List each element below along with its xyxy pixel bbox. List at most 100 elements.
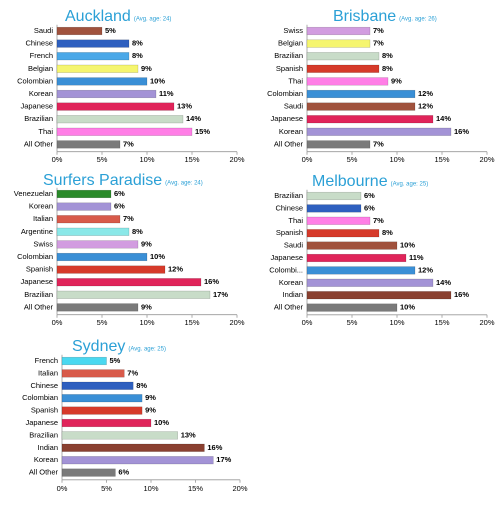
bar: [306, 266, 416, 275]
value-label: 6%: [364, 203, 375, 212]
bar: [306, 303, 398, 312]
category-label: All Other: [29, 468, 59, 477]
bar: [56, 77, 148, 86]
bar: [56, 202, 112, 211]
value-label: 10%: [154, 418, 169, 427]
category-label: Japanese: [20, 277, 53, 286]
category-label: Japanese: [25, 418, 58, 427]
chart-subtitle: (Avg. age: 24): [134, 17, 172, 23]
bar: [56, 89, 157, 99]
bar: [56, 278, 202, 287]
category-label: Korean: [29, 89, 53, 98]
value-label: 5%: [105, 26, 116, 35]
category-label: French: [30, 51, 53, 60]
value-label: 6%: [114, 202, 125, 211]
chart-subtitle: (Avg. age: 24): [165, 181, 203, 187]
category-label: Chinese: [25, 39, 53, 48]
bar: [306, 191, 362, 201]
bar: [61, 369, 125, 378]
chart-subtitle: (Avg. age: 26): [399, 17, 437, 23]
category-label: Japanese: [20, 102, 53, 111]
x-tick-label: 0%: [52, 155, 63, 164]
x-tick-label: 10%: [139, 155, 154, 164]
value-label: 6%: [114, 189, 125, 198]
chart-title: Surfers Paradise: [43, 172, 162, 189]
bar: [306, 216, 371, 225]
chart-title: Brisbane: [333, 8, 396, 25]
x-tick-label: 5%: [347, 155, 358, 164]
category-label: Spanish: [276, 64, 303, 73]
bar: [61, 394, 143, 403]
value-label: 8%: [382, 51, 393, 60]
value-label: 13%: [177, 102, 192, 111]
value-label: 7%: [373, 216, 384, 225]
bar: [56, 290, 211, 299]
value-label: 16%: [207, 443, 222, 452]
bar: [306, 127, 452, 136]
value-label: 8%: [382, 228, 393, 237]
x-tick-label: 15%: [434, 318, 449, 327]
category-label: All Other: [24, 302, 54, 311]
bar: [306, 26, 371, 36]
value-label: 17%: [216, 455, 231, 464]
x-tick-label: 5%: [97, 155, 108, 164]
value-label: 7%: [127, 368, 138, 377]
bar: [56, 115, 184, 124]
value-label: 16%: [454, 290, 469, 299]
category-label: All Other: [274, 303, 304, 312]
value-label: 6%: [364, 191, 375, 200]
x-tick-label: 0%: [302, 155, 313, 164]
x-tick-label: 0%: [57, 484, 68, 493]
category-label: Argentine: [21, 227, 53, 236]
value-label: 8%: [132, 39, 143, 48]
category-label: Brazilian: [29, 430, 58, 439]
bar: [306, 64, 380, 73]
value-label: 8%: [382, 64, 393, 73]
bar: [56, 265, 166, 274]
category-label: Spanish: [276, 228, 303, 237]
x-tick-label: 5%: [97, 318, 108, 327]
category-label: Chinese: [275, 203, 303, 212]
bar: [306, 39, 371, 48]
value-label: 8%: [136, 381, 147, 390]
category-label: Colombian: [17, 252, 53, 261]
x-tick-label: 20%: [479, 318, 494, 327]
value-label: 10%: [400, 303, 415, 312]
category-label: Japanese: [270, 114, 303, 123]
x-tick-label: 15%: [184, 155, 199, 164]
value-label: 5%: [110, 356, 121, 365]
x-tick-label: 0%: [302, 318, 313, 327]
bar: [56, 215, 121, 224]
value-label: 9%: [141, 302, 152, 311]
value-label: 8%: [132, 51, 143, 60]
value-label: 10%: [150, 76, 165, 85]
chart-title: Auckland: [65, 8, 131, 25]
bar: [61, 356, 107, 366]
bar: [56, 102, 175, 111]
bar: [61, 443, 205, 452]
value-label: 7%: [373, 26, 384, 35]
category-label: Korean: [34, 455, 58, 464]
x-tick-label: 20%: [232, 484, 247, 493]
category-label: Colombian: [267, 89, 303, 98]
category-label: Brazilian: [274, 191, 303, 200]
value-label: 12%: [418, 89, 433, 98]
value-label: 7%: [373, 139, 384, 148]
category-label: Saudi: [34, 26, 54, 35]
x-tick-label: 5%: [347, 318, 358, 327]
category-label: Saudi: [284, 241, 304, 250]
x-tick-label: 10%: [143, 484, 158, 493]
category-label: Belgian: [278, 39, 303, 48]
category-label: Italian: [33, 214, 53, 223]
bar: [56, 189, 112, 199]
category-label: Colombian: [17, 76, 53, 85]
bar: [306, 253, 407, 263]
bar: [61, 406, 143, 415]
bar: [56, 240, 139, 249]
category-label: Korean: [279, 278, 303, 287]
bar: [61, 468, 116, 477]
category-label: Indian: [283, 290, 303, 299]
category-label: All Other: [24, 139, 54, 148]
value-label: 13%: [181, 430, 196, 439]
category-label: French: [35, 356, 58, 365]
